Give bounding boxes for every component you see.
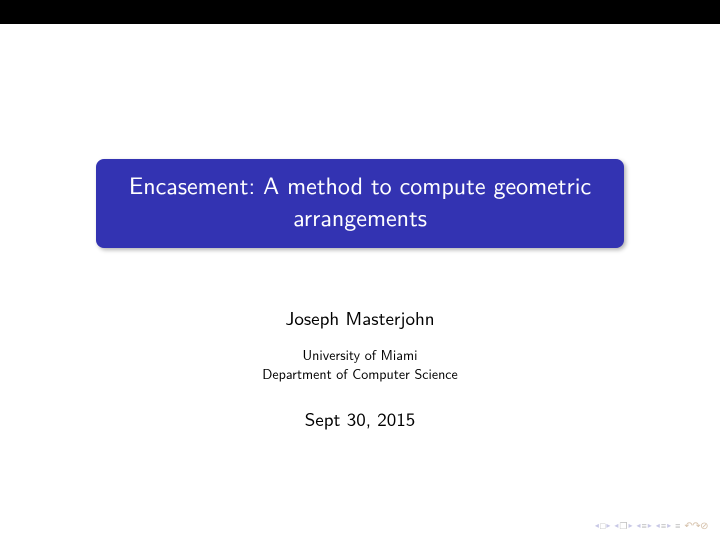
right-arrow-icon: ▸ [667, 520, 671, 531]
affiliation: University of Miami Department of Comput… [0, 346, 720, 384]
slide-icon: □ [600, 519, 605, 532]
presentation-title: Encasement: A method to compute geometri… [129, 167, 591, 234]
beamer-nav-bar: ◂ □ ▸ ◂ ❐ ▸ ◂ ≡ ▸ ◂ ≡ ▸ ≡ ↶↷⊘ [595, 518, 708, 533]
section-icon: ❐ [619, 519, 627, 532]
right-arrow-icon: ▸ [648, 520, 652, 531]
left-arrow-icon: ◂ [595, 520, 599, 531]
presentation-date: Sept 30, 2015 [0, 404, 720, 432]
nav-first-slide[interactable]: ◂ □ ▸ [595, 519, 610, 532]
author-name: Joseph Masterjohn [0, 303, 720, 331]
left-arrow-icon: ◂ [637, 520, 641, 531]
left-arrow-icon: ◂ [614, 520, 618, 531]
title-box: Encasement: A method to compute geometri… [96, 159, 624, 248]
subsection-icon: ≡ [642, 519, 647, 532]
affiliation-line1: University of Miami [303, 345, 418, 365]
presentation-icon: ≡ [675, 519, 680, 532]
nav-presentation[interactable]: ≡ [675, 519, 680, 532]
affiliation-line2: Department of Computer Science [262, 364, 457, 384]
slide-content: Encasement: A method to compute geometri… [0, 24, 720, 541]
nav-section[interactable]: ◂ ❐ ▸ [614, 519, 632, 532]
left-arrow-icon: ◂ [656, 520, 660, 531]
nav-back-forward[interactable]: ↶↷⊘ [684, 518, 708, 533]
frame-icon: ≡ [661, 519, 666, 532]
nav-frame[interactable]: ◂ ≡ ▸ [656, 519, 671, 532]
right-arrow-icon: ▸ [606, 520, 610, 531]
nav-subsection[interactable]: ◂ ≡ ▸ [637, 519, 652, 532]
top-black-bar [0, 0, 720, 24]
right-arrow-icon: ▸ [628, 520, 632, 531]
